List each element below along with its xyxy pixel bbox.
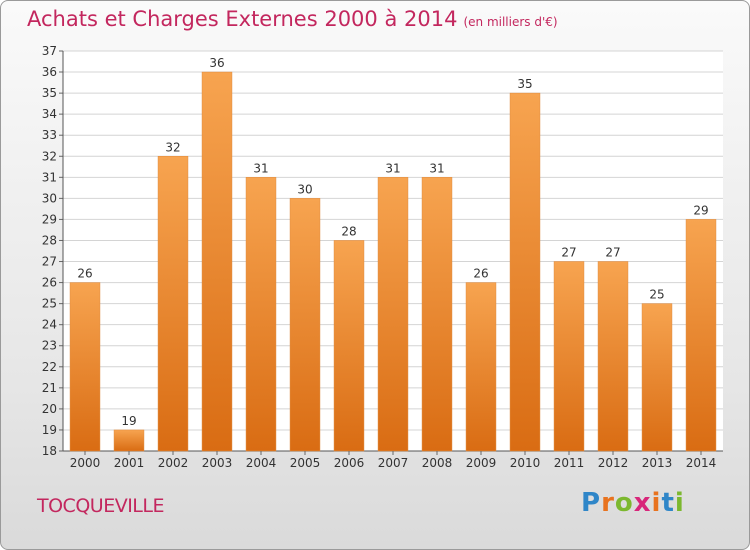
chart-title: Achats et Charges Externes 2000 à 2014 (e… [27,7,558,31]
bar [69,282,101,452]
chart-subtitle: (en milliers d'€) [463,15,558,29]
data-label: 25 [649,288,664,302]
y-tick-label: 37 [42,44,57,58]
x-tick-label: 2010 [510,456,541,470]
data-label: 35 [517,77,532,91]
x-tick-label: 2007 [378,456,409,470]
x-tick-label: 2012 [598,456,629,470]
commune-name: TOCQUEVILLE [37,495,164,517]
bar [245,177,277,452]
data-label: 28 [341,224,356,238]
x-tick-label: 2009 [466,456,497,470]
y-tick-label: 29 [42,212,57,226]
bar [201,71,233,452]
x-tick-label: 2004 [246,456,277,470]
data-label: 27 [561,246,576,260]
data-label: 36 [209,56,224,70]
y-tick-label: 22 [42,360,57,374]
data-label: 31 [385,161,400,175]
data-label: 31 [253,161,268,175]
bar [685,219,717,452]
data-label: 32 [165,140,180,154]
data-label: 26 [473,267,488,281]
y-tick-label: 31 [42,170,57,184]
data-label: 19 [121,414,136,428]
proxiti-logo: Proxiti [581,488,685,518]
bar [333,240,365,452]
y-tick-label: 26 [42,276,57,290]
data-label: 30 [297,182,312,196]
x-tick-label: 2011 [554,456,585,470]
bar [377,177,409,452]
y-tick-label: 34 [42,107,57,121]
x-tick-label: 2013 [642,456,673,470]
y-tick-label: 18 [42,444,57,458]
chart-title-text: Achats et Charges Externes 2000 à 2014 [27,7,458,31]
bar [465,282,497,452]
logo-letter: x [633,488,652,518]
bar [509,92,541,452]
y-tick-label: 35 [42,86,57,100]
data-label: 27 [605,246,620,260]
logo-letter: P [581,488,602,518]
logo-letter: t [661,488,675,518]
y-tick-label: 21 [42,381,57,395]
x-tick-label: 2000 [70,456,101,470]
y-tick-label: 19 [42,423,57,437]
x-tick-label: 2006 [334,456,365,470]
y-tick-label: 20 [42,402,57,416]
x-tick-label: 2002 [158,456,189,470]
logo-letter: r [601,488,615,518]
y-tick-label: 23 [42,339,57,353]
x-tick-label: 2005 [290,456,321,470]
y-tick-label: 33 [42,128,57,142]
y-tick-label: 28 [42,233,57,247]
x-tick-label: 2014 [686,456,717,470]
y-tick-label: 27 [42,255,57,269]
y-tick-label: 25 [42,297,57,311]
y-tick-label: 32 [42,149,57,163]
x-tick-label: 2008 [422,456,453,470]
bar [641,303,673,452]
data-label: 29 [693,203,708,217]
data-label: 26 [77,267,92,281]
x-tick-label: 2001 [114,456,145,470]
logo-letter: i [674,488,685,518]
bar [157,156,189,452]
y-tick-label: 30 [42,191,57,205]
logo-letter: o [614,488,634,518]
bar [113,429,145,452]
bar [289,198,321,452]
bar [597,261,629,452]
y-tick-label: 36 [42,65,57,79]
data-label: 31 [429,161,444,175]
bar [421,177,453,452]
logo-letter: i [651,488,662,518]
bar [553,261,585,452]
y-tick-label: 24 [42,318,57,332]
x-tick-label: 2003 [202,456,233,470]
